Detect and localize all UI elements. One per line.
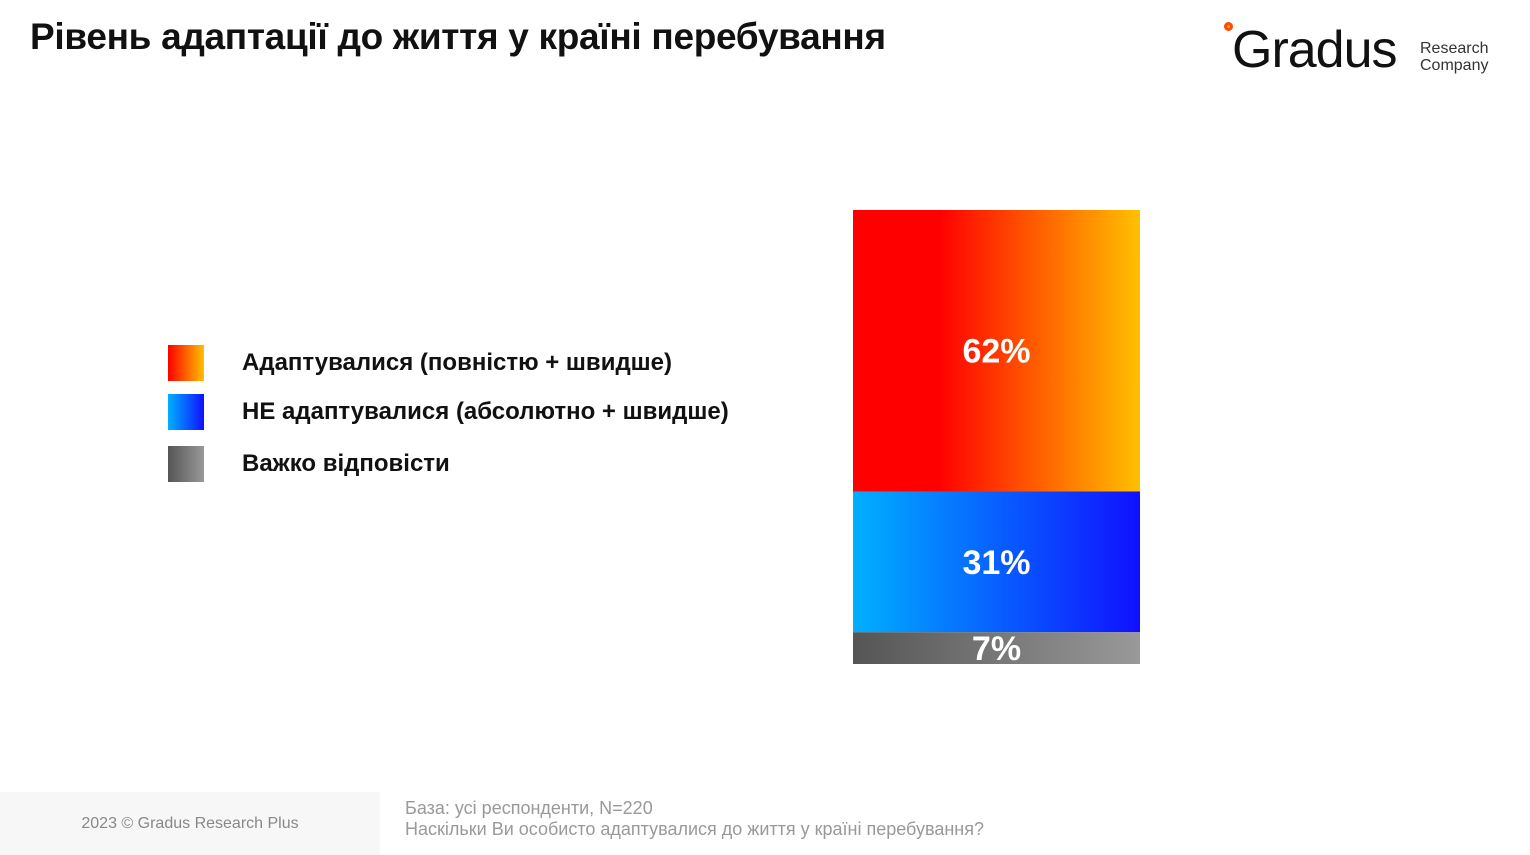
legend-label: Важко відповісти (242, 450, 450, 477)
legend-item-hard-to-say: Важко відповісти (168, 446, 450, 482)
page-title: Рівень адаптації до життя у країні переб… (30, 16, 886, 57)
legend-item-adapted: Адаптувалися (повністю + швидше) (168, 345, 672, 381)
footer-copyright: 2023 © Gradus Research Plus (0, 792, 380, 855)
legend-swatch (168, 345, 204, 381)
footer-question: Наскільки Ви особисто адаптувалися до жи… (405, 819, 984, 839)
legend-swatch (168, 446, 204, 482)
bar-segment-2 (853, 632, 1140, 664)
logo-subtitle-line1: Research (1420, 40, 1489, 57)
data-label: 31% (962, 544, 1030, 582)
bar-segment-0 (853, 210, 1140, 492)
footer-base: База: усі респонденти, N=220 (405, 798, 653, 818)
logo-wordmark: Gradus (1232, 21, 1398, 79)
legend-swatch (168, 394, 204, 430)
legend-item-not-adapted: НЕ адаптувалися (абсолютно + швидше) (168, 394, 729, 430)
bar-segment-1 (853, 491, 1140, 633)
footer-notes: База: усі респонденти, N=220 Наскільки В… (405, 798, 984, 840)
logo-dot-icon (1224, 22, 1233, 31)
data-label: 62% (962, 333, 1030, 371)
logo-subtitle: Research Company (1420, 40, 1488, 74)
data-label: 7% (972, 630, 1021, 668)
legend-label: Адаптувалися (повністю + швидше) (242, 349, 673, 376)
gradus-logo: Gradus Research Company (1222, 18, 1512, 80)
legend-label: НЕ адаптувалися (абсолютно + швидше) (242, 398, 729, 425)
logo-subtitle-line2: Company (1420, 57, 1489, 74)
